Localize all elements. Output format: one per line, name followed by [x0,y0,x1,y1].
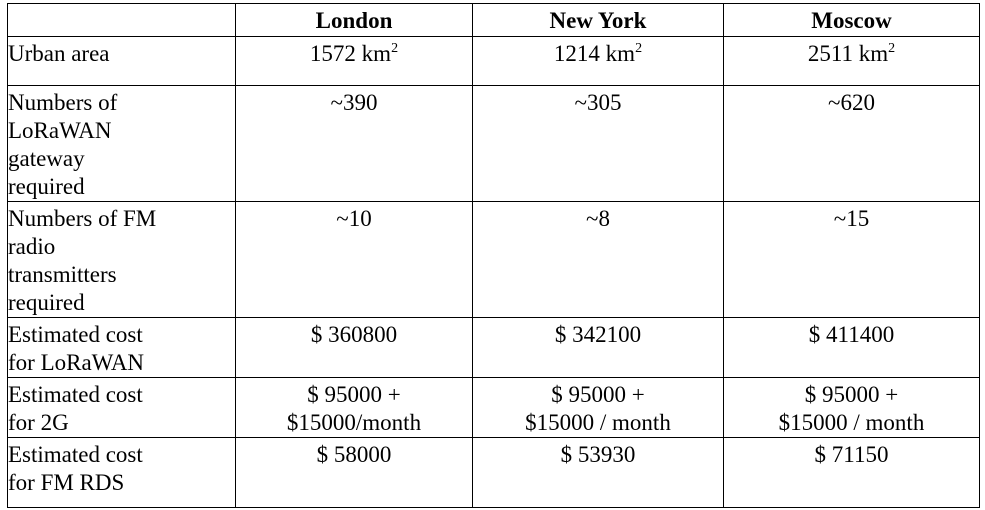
cell-new-york: $ 53930 [472,437,724,508]
row-label-line: LoRaWAN [8,118,112,143]
cell-value: ~8 [586,206,610,231]
row-label-line: for FM RDS [8,470,125,495]
row-label-line: radio [8,234,56,259]
cell-value: 1572 km [309,41,392,66]
cell-moscow: $ 411400 [723,317,980,378]
cell-value: $15000 / month [525,410,671,435]
table-row-cost-lorawan: Estimated cost for LoRaWAN $ 360800 $ 34… [7,317,980,378]
cell-value: ~620 [828,90,875,115]
row-label-line: transmitters [8,262,117,287]
cell-value: ~305 [574,90,622,115]
header-london: London [235,3,473,37]
cell-value: $15000/month [286,410,422,435]
cell-value: $ 95000 + [804,382,899,407]
cell-value: $15000 / month [778,410,925,435]
cell-new-york: ~305 [472,85,724,202]
cell-moscow: ~620 [723,85,980,202]
cell-moscow: $ 95000 + $15000 / month [723,377,980,438]
row-label-line: Numbers of FM [8,206,157,231]
cell-value: $ 71150 [814,442,889,467]
superscript: 2 [888,41,896,56]
cell-london: $ 95000 + $15000/month [235,377,473,438]
row-label-line: required [8,290,85,315]
cell-value: 2511 km [807,41,889,66]
cell-value: 1214 km [553,41,636,66]
row-label-line: Estimated cost [8,442,143,467]
cell-value: $ 411400 [808,322,895,347]
table-row-fm-transmitters: Numbers of FM radio transmitters require… [7,201,980,318]
cell-london: ~10 [235,201,473,318]
row-label-line: Numbers of [8,90,118,115]
table-row-cost-2g: Estimated cost for 2G $ 95000 + $15000/m… [7,377,980,438]
row-label-line: Urban area [8,41,110,66]
cell-value: $ 95000 + [307,382,401,407]
row-label: Estimated cost for FM RDS [7,437,236,508]
table-row-cost-fm-rds: Estimated cost for FM RDS $ 58000 $ 5393… [7,437,980,508]
row-label: Estimated cost for LoRaWAN [7,317,236,378]
cell-new-york: $ 342100 [472,317,724,378]
cell-value: $ 360800 [310,322,398,347]
cell-new-york: 1214 km2 [472,36,724,86]
header-new-york: New York [472,3,724,37]
row-label: Urban area [7,36,236,86]
cell-moscow: 2511 km2 [723,36,980,86]
row-label: Numbers of FM radio transmitters require… [7,201,236,318]
row-label: Estimated cost for 2G [7,377,236,438]
row-label: Numbers of LoRaWAN gateway required [7,85,236,202]
row-label-line: for 2G [8,410,69,435]
cell-new-york: ~8 [472,201,724,318]
cell-value: $ 342100 [554,322,642,347]
cell-london: ~390 [235,85,473,202]
cell-value: ~15 [833,206,870,231]
cell-moscow: ~15 [723,201,980,318]
cell-value: ~10 [336,206,372,231]
table-row-lorawan-gateways: Numbers of LoRaWAN gateway required ~390… [7,85,980,202]
row-label-line: required [8,174,85,199]
comparison-table: London New York Moscow Urban area 1572 k… [7,3,980,508]
cell-london: $ 58000 [235,437,473,508]
row-label-line: gateway [8,146,85,171]
header-moscow: Moscow [723,3,980,37]
cell-new-york: $ 95000 + $15000 / month [472,377,724,438]
superscript: 2 [391,41,399,56]
header-row: London New York Moscow [7,3,980,37]
cell-value: $ 58000 [316,442,392,467]
cell-moscow: $ 71150 [723,437,980,508]
cell-value: $ 53930 [560,442,636,467]
table-row-urban-area: Urban area 1572 km2 1214 km2 2511 km2 [7,36,980,86]
cell-value: ~390 [330,90,378,115]
header-empty-cell [7,3,236,37]
cell-london: 1572 km2 [235,36,473,86]
row-label-line: Estimated cost [8,322,143,347]
superscript: 2 [635,41,643,56]
row-label-line: Estimated cost [8,382,143,407]
cell-value: $ 95000 + [551,382,645,407]
row-label-line: for LoRaWAN [8,350,145,375]
cell-london: $ 360800 [235,317,473,378]
